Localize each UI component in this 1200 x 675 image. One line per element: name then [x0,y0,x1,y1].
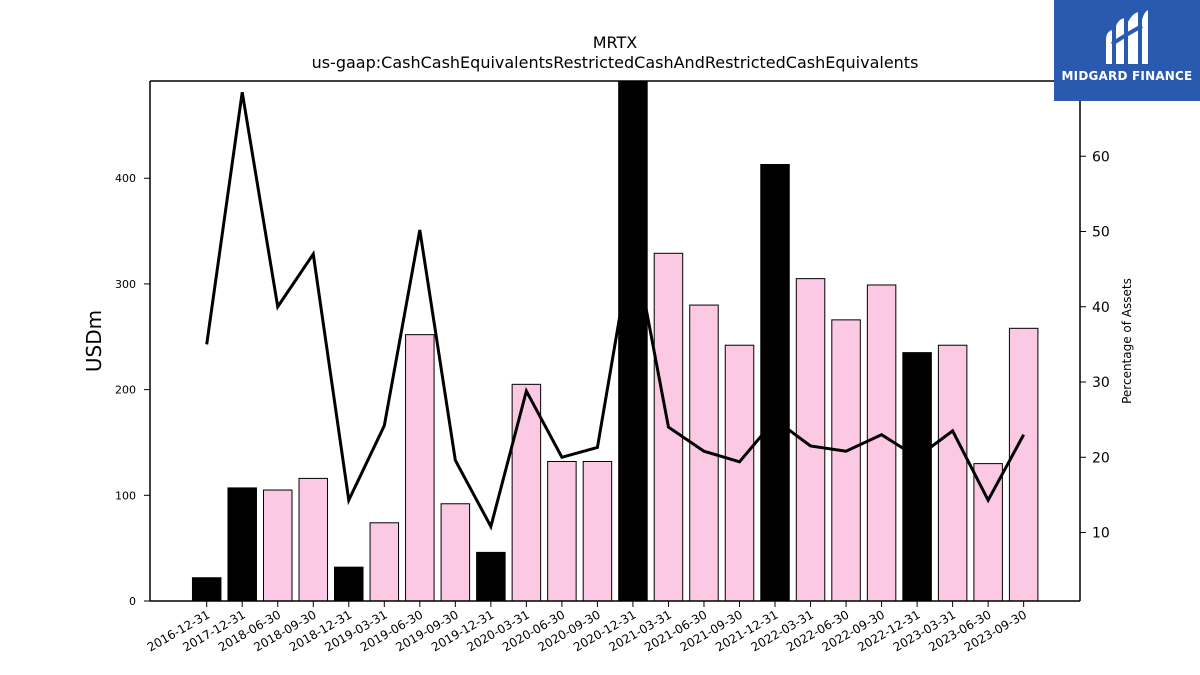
bar-2021-12-31 [760,163,790,602]
percentage-line [205,92,1025,531]
y-tick-label-left: 400 [115,172,136,185]
bar-series [191,80,1039,602]
bar-2016-12-31 [191,577,222,602]
y-tick-label-right: 60 [1092,149,1110,165]
y-tick-label-left: 300 [115,278,136,291]
bar-2023-03-31 [937,344,968,602]
y-tick-label-right: 20 [1092,450,1110,466]
bar-2020-03-31 [511,383,542,602]
bar-2022-12-31 [902,352,932,602]
bar-2020-12-31 [618,80,648,602]
bar-2019-03-31 [369,522,400,602]
y-axis-label-right: Percentage of Assets [1120,278,1134,404]
midgard-finance-logo: MIDGARD FINANCE [1054,0,1200,101]
y-tick-label-right: 40 [1092,300,1110,316]
chart-title: MRTX [593,33,638,52]
bar-2018-09-30 [298,477,329,602]
line-series [205,92,1025,531]
midgard-logo-icon [1106,10,1148,64]
bar-2023-09-30 [1008,327,1039,602]
axes [144,80,1086,607]
logo-text: MIDGARD FINANCE [1061,69,1193,83]
bar-2018-12-31 [334,566,364,602]
bar-2018-06-30 [262,489,293,602]
bar-2019-09-30 [440,503,471,602]
chart-subtitle: us-gaap:CashCashEquivalentsRestrictedCas… [312,53,919,72]
bar-2021-09-30 [724,344,755,602]
y-tick-label-left: 0 [129,595,136,608]
bar-2022-09-30 [866,284,897,602]
y-axis-label-left: USDm [82,310,106,372]
y-tick-label-left: 100 [115,489,136,502]
bar-2020-09-30 [582,460,613,602]
bar-2023-06-30 [973,463,1003,602]
bar-2020-06-30 [547,460,577,602]
bar-2022-06-30 [831,319,861,602]
bar-2017-12-31 [227,487,257,602]
y-tick-label-right: 10 [1092,526,1110,542]
y-tick-label-right: 30 [1092,375,1110,391]
bar-2019-06-30 [405,334,435,602]
y-tick-label-left: 200 [115,384,136,397]
bar-2019-12-31 [476,551,506,602]
y-tick-label-right: 50 [1092,225,1110,241]
